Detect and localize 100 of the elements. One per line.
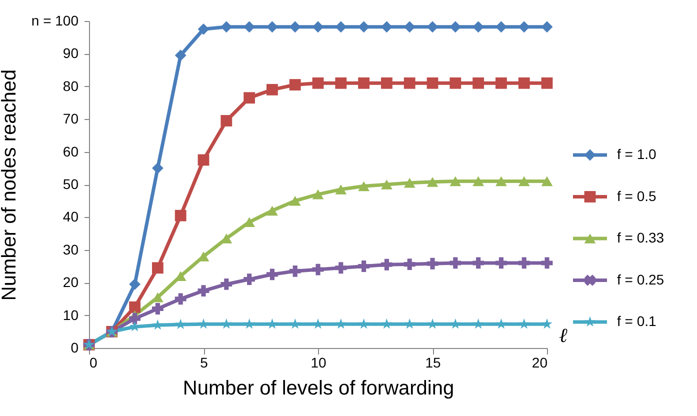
point [381, 318, 392, 329]
point [129, 278, 140, 290]
x-tick-label: 0 [90, 354, 98, 370]
point [381, 21, 392, 33]
x-tick-label: 20 [532, 354, 548, 370]
point [427, 318, 438, 329]
point [220, 318, 232, 329]
point [198, 23, 210, 35]
point [358, 21, 370, 33]
point [289, 265, 301, 277]
point [518, 21, 530, 33]
point [541, 257, 553, 269]
point [244, 318, 255, 329]
point [426, 21, 438, 33]
point [312, 189, 324, 200]
point [518, 77, 530, 89]
point [335, 318, 346, 329]
legend-label: f = 0.33 [617, 230, 664, 246]
point [244, 274, 255, 286]
point [358, 318, 370, 329]
point [496, 77, 507, 89]
point [518, 318, 530, 329]
point [450, 176, 462, 186]
point [266, 268, 278, 280]
point [496, 318, 507, 329]
point [450, 257, 462, 269]
point [198, 154, 210, 166]
point [541, 21, 553, 33]
point [152, 303, 164, 314]
point [244, 92, 255, 104]
point [450, 318, 461, 329]
point [335, 77, 347, 89]
point [289, 21, 301, 33]
point [335, 184, 347, 194]
point [312, 21, 324, 33]
text: ℓ [559, 325, 568, 347]
legend-label: f = 0.1 [617, 313, 657, 329]
point [381, 258, 392, 270]
point [220, 278, 232, 290]
point [541, 77, 553, 89]
y-tick-label: 60 [62, 143, 79, 160]
point [358, 260, 370, 272]
point [426, 77, 438, 89]
point [312, 264, 324, 276]
point [152, 319, 164, 330]
point [129, 301, 140, 313]
point [152, 162, 164, 174]
point [518, 257, 530, 269]
y-tick-label: 20 [62, 274, 79, 290]
point [335, 262, 347, 274]
point [289, 196, 301, 206]
x-axis-title: Number of levels of forwarding [182, 378, 454, 400]
point [404, 178, 416, 188]
point [174, 210, 186, 222]
x-tick-label: 5 [200, 354, 208, 370]
point [174, 293, 186, 305]
point [472, 318, 484, 329]
point [426, 258, 438, 270]
point [518, 176, 530, 186]
y-tick-label: 50 [62, 176, 79, 192]
y-tick-label: 70 [62, 110, 79, 127]
y-tick-label: 10 [62, 306, 79, 323]
point [290, 318, 301, 329]
y-axis-title: Number of nodes reached [0, 69, 20, 301]
point [244, 21, 255, 33]
point [496, 176, 507, 186]
point [174, 50, 186, 62]
point [220, 115, 232, 126]
y-tick-label: 40 [62, 208, 79, 225]
x-tick-label: 10 [310, 354, 326, 370]
point [496, 257, 507, 269]
y-tick-label: 30 [62, 241, 79, 258]
point [358, 77, 370, 89]
point [129, 312, 140, 324]
point [450, 77, 462, 89]
point [175, 318, 186, 330]
point [358, 181, 370, 192]
point [266, 206, 278, 216]
point [472, 77, 484, 89]
point [312, 318, 324, 329]
point [152, 262, 164, 274]
point [496, 21, 507, 33]
y-tick-label: 0 [70, 340, 79, 356]
legend-label: f = 0.25 [617, 271, 664, 288]
point [381, 180, 392, 190]
point [266, 21, 278, 33]
point [541, 176, 553, 186]
y-tick-label: n = 100 [31, 12, 79, 28]
point [381, 77, 392, 89]
legend-label: f = 1.0 [617, 146, 657, 162]
point [426, 176, 438, 187]
point [404, 318, 416, 329]
point [472, 176, 484, 186]
point [404, 21, 416, 33]
y-tick-label: 90 [62, 45, 79, 62]
point [266, 84, 278, 96]
point [266, 318, 278, 329]
point [404, 258, 416, 270]
point [198, 318, 209, 329]
legend-label: f = 0.5 [617, 188, 657, 204]
